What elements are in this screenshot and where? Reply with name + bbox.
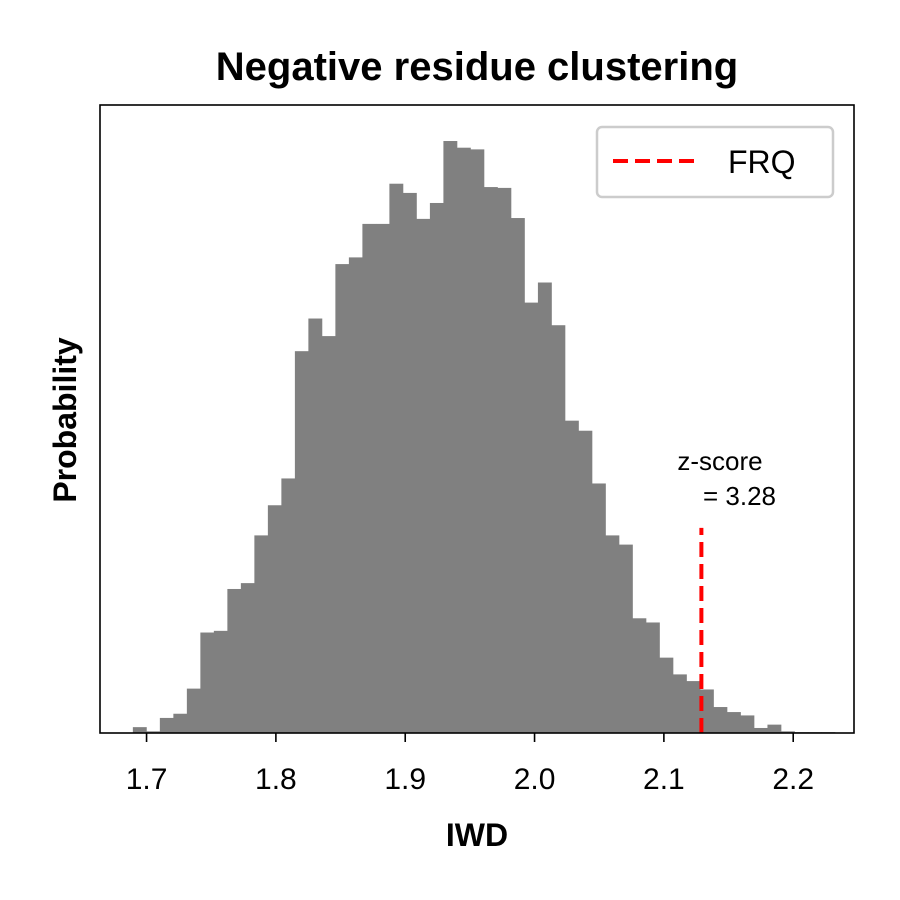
histogram-bar: [308, 318, 323, 733]
chart-legend: FRQ: [595, 125, 835, 199]
histogram-bar: [321, 336, 336, 733]
histogram-bar: [362, 223, 377, 733]
histogram-bar: [686, 681, 701, 733]
histogram-bar: [483, 187, 498, 733]
histogram-bar: [294, 351, 309, 733]
histogram-bar: [551, 325, 566, 733]
histogram-bar: [713, 707, 728, 733]
zscore-annotation-line2: = 3.28: [703, 481, 776, 511]
histogram-bar: [659, 657, 674, 733]
histogram-bar: [213, 630, 228, 733]
histogram-bar: [132, 727, 147, 733]
legend-label-frq: FRQ: [728, 144, 796, 180]
histogram-bar: [645, 622, 660, 733]
x-tick-label: 1.9: [384, 763, 426, 796]
histogram-bar: [227, 588, 242, 733]
x-tick-label: 2.0: [514, 763, 556, 796]
histogram-bar: [146, 731, 161, 733]
histogram-bar: [429, 202, 444, 734]
histogram-bar: [159, 717, 174, 733]
x-tick-label: 1.8: [255, 763, 297, 796]
histogram-bar: [281, 478, 296, 733]
legend-box: [595, 125, 835, 199]
histogram-bar: [335, 264, 350, 733]
histogram-bar: [470, 149, 485, 733]
zscore-annotation-line1: z-score: [677, 446, 762, 476]
histogram-bar: [186, 688, 201, 733]
histogram-bar: [564, 420, 579, 733]
histogram-bar: [200, 632, 215, 733]
histogram-bar: [767, 724, 782, 733]
histogram-bar: [740, 715, 755, 733]
histogram-bar: [348, 257, 363, 733]
histogram-bar: [497, 187, 512, 733]
x-axis-ticks: 1.7 1.8 1.9 2.0 2.1 2.2: [126, 733, 814, 796]
histogram-bar: [591, 483, 606, 733]
x-tick-label: 1.7: [126, 763, 168, 796]
histogram-bar: [240, 583, 255, 733]
histogram-bar: [726, 712, 741, 733]
histogram-bar: [578, 430, 593, 733]
chart-title: Negative residue clustering: [216, 45, 738, 89]
histogram-bar: [618, 544, 633, 733]
y-axis-label: Probability: [47, 337, 83, 503]
histogram-bar: [510, 218, 525, 734]
histogram-bar: [254, 535, 269, 733]
plot-frame: [99, 104, 855, 734]
histogram-bar: [605, 535, 620, 733]
histogram-bar: [780, 731, 795, 733]
histogram-bar: [267, 505, 282, 733]
histogram-bar: [402, 192, 417, 734]
x-tick-label: 2.2: [772, 763, 814, 796]
x-tick-label: 2.1: [643, 763, 685, 796]
x-axis-label: IWD: [446, 817, 508, 853]
histogram-bar: [632, 618, 647, 733]
histogram-bar: [672, 674, 687, 733]
histogram-bar: [524, 302, 539, 733]
histogram-bar: [375, 223, 390, 733]
histogram-bar: [456, 147, 471, 733]
histogram-bar: [753, 727, 768, 733]
histogram-bars: [132, 141, 849, 734]
histogram-bar: [416, 218, 431, 733]
histogram-bar: [699, 689, 714, 733]
histogram-bar: [537, 282, 552, 733]
histogram-bar: [173, 713, 188, 733]
histogram-bar: [443, 141, 458, 733]
histogram-bar: [389, 183, 404, 733]
